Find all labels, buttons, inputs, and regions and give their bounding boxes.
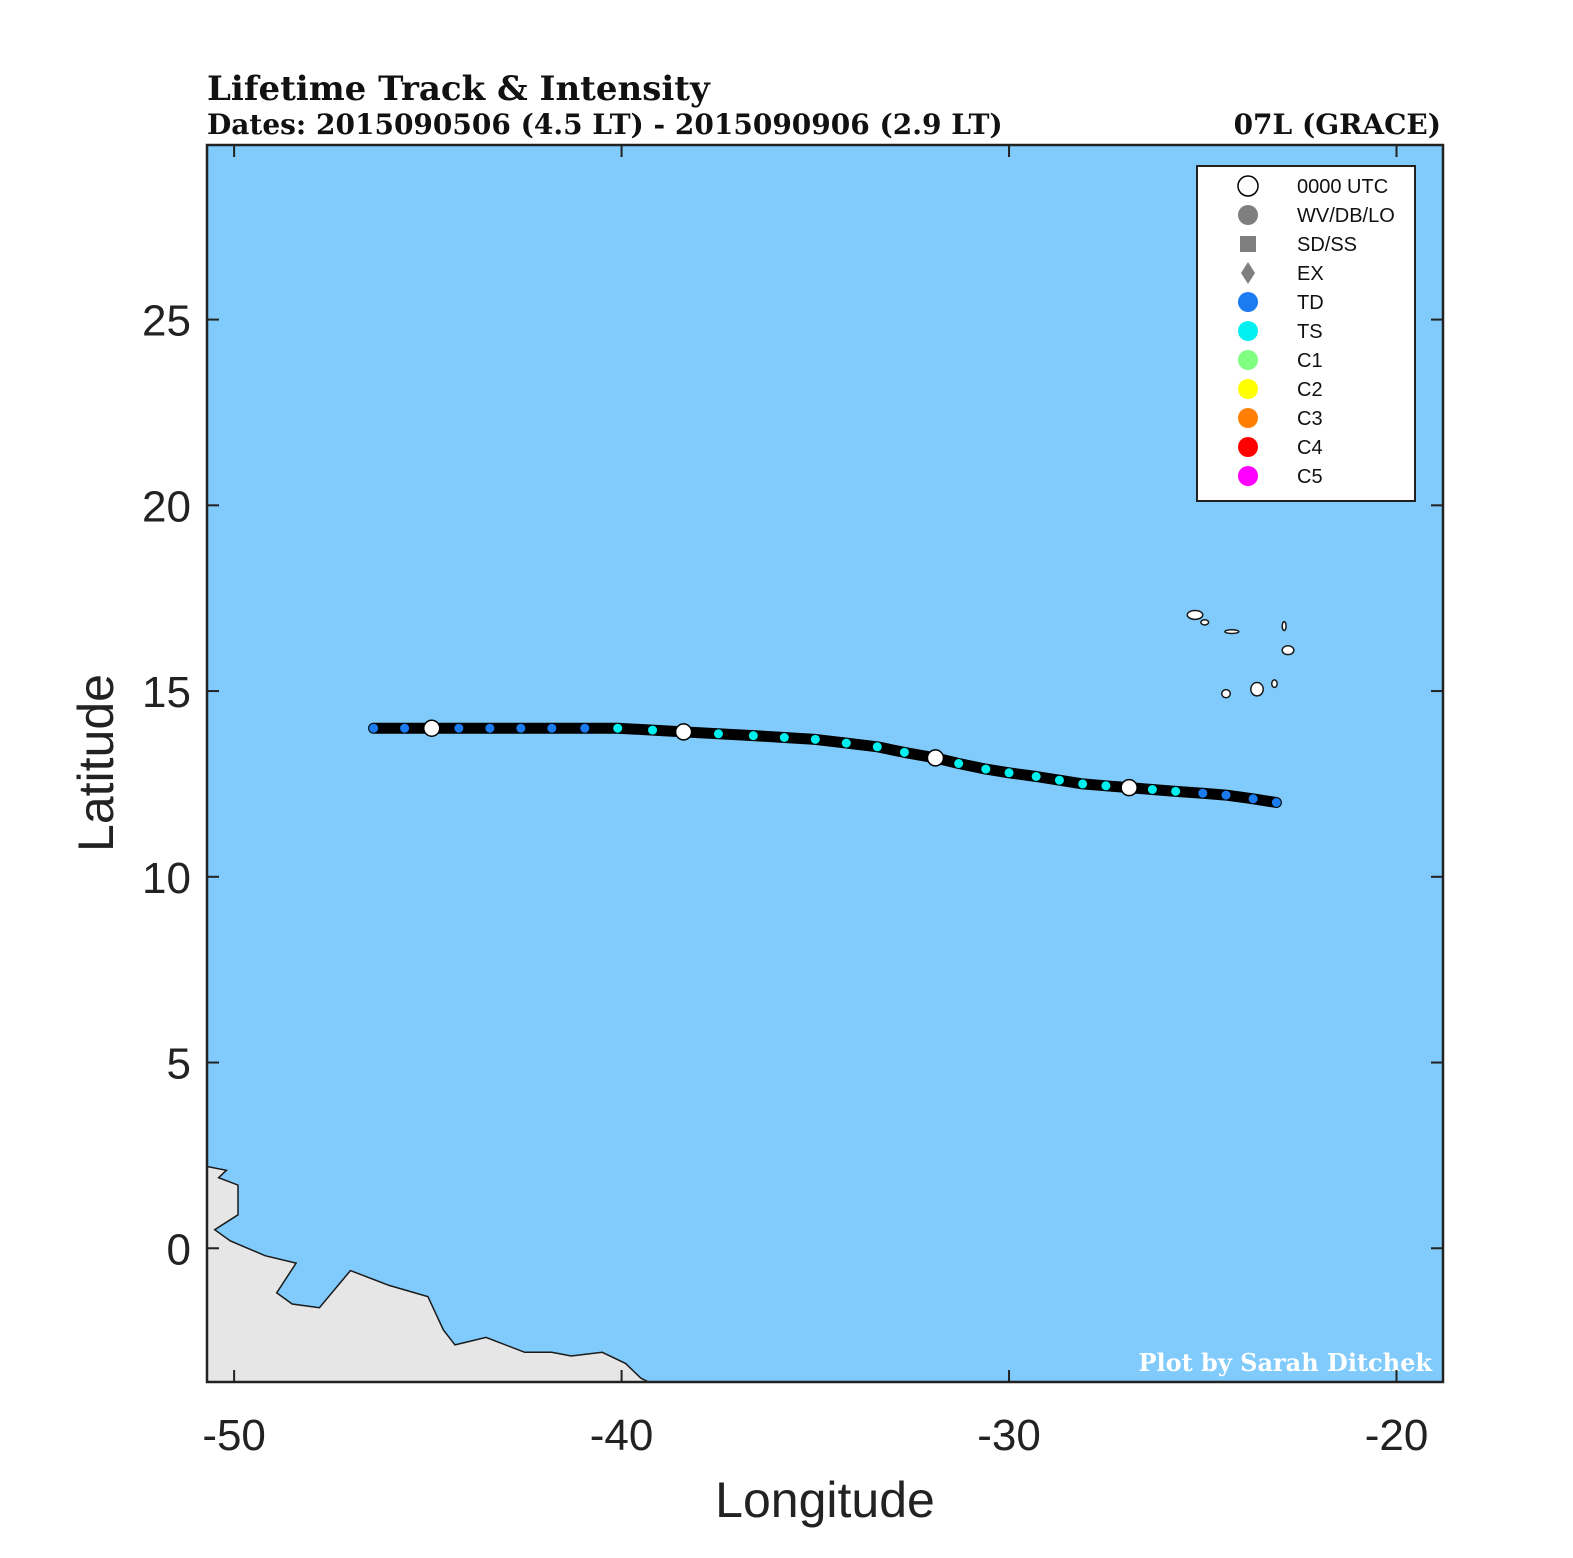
legend-label: C1 [1297, 350, 1323, 372]
track-point-td [516, 723, 526, 733]
track-point-ts [779, 732, 789, 742]
track-point-td [580, 723, 590, 733]
legend-marker-c4 [1238, 437, 1258, 457]
x-tick-label: -30 [977, 1411, 1041, 1460]
y-tick-label: 15 [142, 668, 191, 717]
utc-0000-marker [422, 719, 441, 737]
track-point-td [454, 723, 464, 733]
track-point-ts [1171, 786, 1181, 796]
legend-label: C5 [1297, 466, 1323, 488]
island [1281, 644, 1295, 656]
utc-0000-marker [674, 723, 693, 741]
legend-marker-c3 [1238, 408, 1258, 428]
track-point-ts [981, 764, 991, 774]
x-tick-label: -20 [1365, 1411, 1429, 1460]
legend-label: TD [1297, 292, 1324, 314]
track-layer [368, 719, 1282, 808]
legend-marker-td [1238, 292, 1258, 312]
legend: 0000 UTC WV/DB/LO SD/SS EX TD TS C1 C2 C3 C4 C5 [1196, 165, 1416, 502]
track-point-td [369, 723, 379, 733]
island [1250, 681, 1264, 697]
track-point-td [400, 723, 410, 733]
legend-label: 0000 UTC [1297, 176, 1388, 198]
track-point-td [485, 723, 495, 733]
island [1200, 618, 1210, 626]
legend-label: TS [1297, 321, 1323, 343]
island [1221, 688, 1232, 699]
legend-marker-c5 [1238, 466, 1258, 486]
track-point-ts [1031, 772, 1041, 782]
y-tick-label: 0 [167, 1225, 191, 1274]
storm-name: 07L (GRACE) [1234, 108, 1441, 141]
island [1224, 629, 1240, 635]
track-point-ts [1054, 775, 1064, 785]
land-layer [207, 609, 1295, 1382]
y-tick-label: 20 [142, 482, 191, 531]
credit-text: Plot by Sarah Ditchek [1138, 1348, 1433, 1377]
track-point-ts [1004, 768, 1014, 778]
legend-label: C2 [1297, 379, 1323, 401]
track-point-ts [841, 738, 851, 748]
track-point-td [1248, 794, 1258, 804]
track-point-ts [899, 747, 909, 757]
track-point-ts [713, 729, 723, 739]
track-point-ts [1147, 785, 1157, 795]
track-point-ts [648, 725, 658, 735]
plot-frame [205, 143, 1445, 1384]
track-point-td [1198, 788, 1208, 798]
y-tick-label: 5 [167, 1040, 191, 1089]
track-point-td [1271, 798, 1281, 808]
chart-dates: Dates: 2015090506 (4.5 LT) - 2015090906 … [207, 108, 1003, 141]
legend-marker-0000-utc [1237, 175, 1259, 197]
track-point-ts [872, 742, 882, 752]
track-point-td [1221, 790, 1231, 800]
track-point-ts [810, 734, 820, 744]
legend-label: SD/SS [1297, 234, 1357, 256]
legend-marker-ts [1238, 321, 1258, 341]
utc-0000-marker [926, 749, 945, 767]
legend-label: C4 [1297, 437, 1323, 459]
x-tick-label: -50 [202, 1411, 266, 1460]
legend-label: C3 [1297, 408, 1323, 430]
y-tick-label: 10 [142, 854, 191, 903]
x-tick-label: -40 [590, 1411, 654, 1460]
land-polygon [207, 1165, 650, 1382]
track-point-ts [748, 731, 758, 741]
legend-marker-c2 [1238, 379, 1258, 399]
track-point-ts [613, 723, 623, 733]
track-point-ts [954, 759, 964, 768]
track-point-td [547, 723, 557, 733]
x-axis-label: Longitude [715, 1472, 935, 1528]
island [1186, 609, 1204, 621]
y-axis-label: Latitude [68, 674, 124, 852]
track-point-ts [1101, 781, 1111, 791]
island [1281, 620, 1287, 632]
legend-label: EX [1297, 263, 1324, 285]
island [1270, 679, 1278, 689]
legend-marker-sd-ss [1240, 236, 1256, 252]
chart-title: Lifetime Track & Intensity [207, 69, 711, 109]
legend-marker-c1 [1238, 350, 1258, 370]
axes: -50 -40 -30 -20 0 5 10 15 20 25 [142, 145, 1443, 1460]
track-point-ts [1078, 779, 1088, 789]
y-tick-label: 25 [142, 297, 191, 346]
legend-box [1196, 165, 1416, 502]
legend-label: WV/DB/LO [1297, 205, 1395, 227]
legend-marker-ex [1241, 262, 1255, 284]
legend-marker-wv-db-lo [1238, 205, 1258, 225]
utc-0000-marker [1120, 778, 1138, 797]
